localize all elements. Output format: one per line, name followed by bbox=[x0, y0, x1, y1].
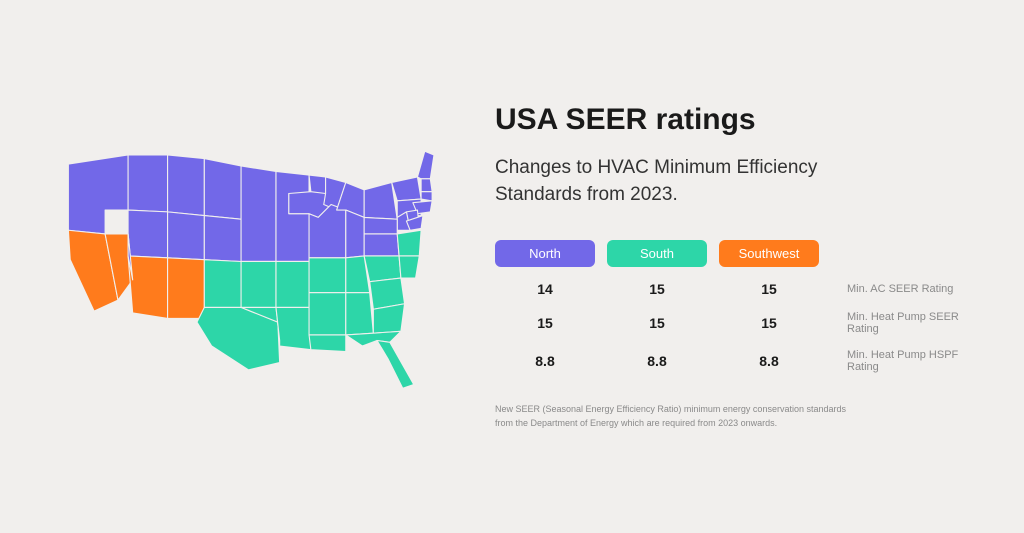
map-state bbox=[128, 255, 168, 317]
map-state bbox=[204, 158, 241, 219]
map-state bbox=[373, 303, 404, 332]
metric-value: 15 bbox=[719, 281, 819, 297]
footnote: New SEER (Seasonal Energy Efficiency Rat… bbox=[495, 403, 865, 430]
usa-map-svg bbox=[50, 137, 445, 397]
map-state bbox=[276, 171, 309, 261]
map-state bbox=[377, 340, 414, 388]
map-state bbox=[128, 210, 168, 258]
metric-value: 15 bbox=[607, 281, 707, 297]
metric-label: Min. Heat Pump SEER Rating bbox=[831, 311, 974, 335]
map-state bbox=[364, 255, 401, 281]
metric-value: 14 bbox=[495, 281, 595, 297]
map-state bbox=[364, 182, 397, 219]
map-state bbox=[309, 292, 346, 334]
map-state bbox=[397, 230, 421, 256]
metric-label: Min. AC SEER Rating bbox=[831, 283, 974, 295]
map-state bbox=[204, 215, 241, 261]
map-state bbox=[417, 151, 434, 179]
ratings-table: North South Southwest 14 15 15 Min. AC SEER Ra… bbox=[495, 240, 974, 373]
metric-value: 8.8 bbox=[607, 353, 707, 369]
map-state bbox=[421, 191, 432, 200]
content-panel: USA SEER ratings Changes to HVAC Minimum… bbox=[495, 103, 974, 430]
metric-value: 8.8 bbox=[719, 353, 819, 369]
map-state bbox=[168, 154, 205, 215]
map-state bbox=[399, 255, 419, 277]
map-state bbox=[364, 217, 397, 234]
region-pill: North bbox=[495, 240, 595, 267]
usa-map bbox=[50, 137, 445, 397]
map-state bbox=[168, 211, 205, 259]
metric-label: Min. Heat Pump HSPF Rating bbox=[831, 349, 974, 373]
metric-value: 15 bbox=[607, 315, 707, 331]
map-state bbox=[364, 233, 399, 255]
map-state bbox=[309, 175, 326, 193]
map-state bbox=[276, 307, 311, 349]
map-state bbox=[204, 259, 241, 307]
map-state bbox=[421, 178, 432, 191]
map-state bbox=[309, 257, 346, 292]
region-pill: South bbox=[607, 240, 707, 267]
map-state bbox=[309, 334, 346, 351]
map-state bbox=[241, 165, 276, 261]
map-state bbox=[346, 210, 364, 258]
metric-value: 15 bbox=[719, 315, 819, 331]
page-subtitle: Changes to HVAC Minimum Efficiency Stand… bbox=[495, 155, 855, 208]
region-pill: Southwest bbox=[719, 240, 819, 267]
map-state bbox=[128, 154, 168, 211]
map-state bbox=[346, 292, 374, 334]
page-title: USA SEER ratings bbox=[495, 103, 974, 137]
map-state bbox=[168, 257, 205, 318]
infographic-container: USA SEER ratings Changes to HVAC Minimum… bbox=[0, 103, 1024, 430]
metric-value: 15 bbox=[495, 315, 595, 331]
map-state bbox=[392, 176, 421, 200]
metric-value: 8.8 bbox=[495, 353, 595, 369]
map-state bbox=[241, 261, 276, 307]
map-state bbox=[276, 261, 309, 307]
map-state bbox=[68, 154, 128, 233]
